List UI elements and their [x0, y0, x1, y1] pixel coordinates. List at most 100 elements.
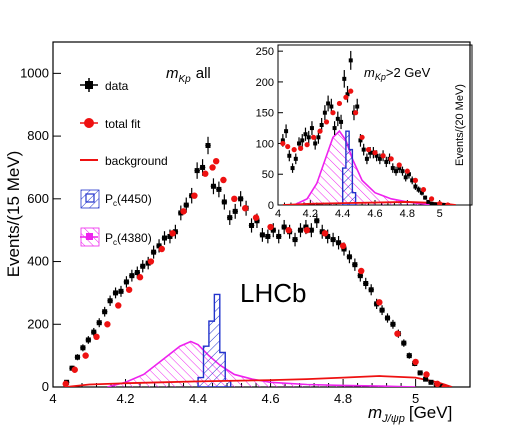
inset-data-point: [332, 121, 337, 135]
inset-data-marker: [416, 187, 421, 192]
main-data-marker: [162, 235, 168, 241]
main-fit-point: [423, 371, 430, 378]
legend-marker-fit: [84, 118, 94, 128]
inset-data-marker: [410, 178, 415, 183]
main-data-point: [379, 305, 385, 316]
inset-data-marker: [419, 190, 424, 195]
inset-fit-point: [380, 153, 386, 159]
inset-fit-point: [412, 177, 419, 183]
main-fit-point: [125, 286, 133, 293]
main-x-tick-label: 4: [49, 391, 56, 406]
legend-label-pc4450: Pc(4450): [105, 192, 152, 208]
main-y-tick-label: 1000: [20, 65, 49, 80]
inset-data-marker: [429, 201, 434, 205]
main-data-point: [363, 277, 369, 290]
inset-data-point: [306, 130, 311, 144]
inset-data-marker: [374, 153, 379, 158]
main-x-tick-label: 4.6: [262, 391, 280, 406]
main-data-point: [74, 354, 81, 361]
inset-data-marker: [345, 92, 350, 97]
inset-data-point: [284, 124, 289, 138]
main-data-point: [210, 178, 217, 195]
main-data-marker: [85, 337, 91, 343]
inset-fit-point: [285, 143, 291, 150]
main-data-marker: [74, 354, 80, 360]
main-data-marker: [232, 208, 238, 214]
main-fit-point: [93, 333, 100, 341]
inset-pc4450-histogram: [341, 130, 357, 205]
main-data-marker: [210, 183, 216, 189]
inset-fit-point: [365, 147, 372, 153]
main-fit-point: [71, 366, 78, 373]
inset-data-point: [339, 114, 344, 130]
main-data-marker: [113, 290, 119, 296]
main-x-tick-label: 4.8: [334, 391, 352, 406]
main-y-tick-label: 800: [27, 128, 49, 143]
legend-marker-data: [85, 81, 93, 89]
main-data-marker: [216, 186, 222, 192]
inset-y-tick-label: 250: [256, 46, 274, 58]
inset-data-marker: [309, 126, 314, 131]
inset-fit-point: [437, 201, 443, 205]
main-annotation-sub: Kp: [179, 74, 192, 85]
main-fit-point: [376, 299, 383, 306]
main-data-marker: [129, 273, 135, 279]
inset-data-point: [290, 163, 295, 173]
main-data-point: [91, 327, 97, 337]
main-data-marker: [303, 224, 309, 230]
inset-fit-point: [348, 88, 354, 94]
main-data-point: [107, 295, 113, 306]
main-data-marker: [276, 233, 282, 239]
inset-data-marker: [335, 116, 340, 121]
main-data-marker: [107, 298, 113, 304]
main-annotation-suffix: all: [196, 65, 211, 82]
main-data-point: [368, 284, 374, 296]
inset-data-marker: [297, 141, 302, 146]
main-data-point: [129, 269, 135, 282]
main-fit-point: [394, 330, 401, 337]
main-data-marker: [325, 233, 331, 239]
main-data-marker: [401, 340, 407, 346]
main-y-tick-label: 400: [27, 254, 49, 269]
main-x-tick-label: 5: [412, 391, 419, 406]
main-data-point: [85, 336, 92, 344]
inset-x-tick-label: 4.2: [303, 208, 318, 220]
legend-label-pc4380-sub: c: [113, 238, 117, 247]
inset-data-point: [426, 199, 431, 204]
main-fit-point: [202, 170, 209, 177]
main-data-marker: [368, 287, 374, 293]
main-data-marker: [270, 227, 276, 233]
inset-data-marker: [290, 166, 295, 171]
main-data-marker: [80, 345, 86, 351]
inset-y-tick-label: 150: [256, 108, 274, 120]
inset-data-point: [413, 183, 418, 190]
inset-x-tick-label: 4.6: [367, 208, 382, 220]
main-data-point: [80, 344, 86, 352]
main-data-marker: [379, 307, 385, 313]
main-data-point: [428, 379, 434, 385]
main-data-marker: [91, 329, 97, 335]
inset-fit-point: [291, 147, 297, 153]
inset-data-point: [361, 143, 366, 156]
main-pc4450-histogram: [197, 293, 232, 387]
inset-y-tick-label: 200: [256, 77, 274, 89]
main-data-point: [384, 313, 391, 323]
main-fit-point: [252, 214, 260, 221]
main-fit-point: [147, 258, 155, 265]
legend-label-data: data: [105, 79, 129, 93]
main-data-marker: [96, 320, 102, 326]
inset-data-marker: [361, 147, 366, 152]
main-data-marker: [281, 224, 287, 230]
main-data-point: [194, 162, 200, 179]
inset-data-marker: [284, 129, 289, 134]
main-fit-point: [220, 176, 227, 184]
main-y-tick-label: 0: [42, 379, 49, 394]
inset-fit-point: [336, 100, 343, 107]
inset-fit-point: [388, 156, 394, 162]
main-data-marker: [254, 218, 260, 224]
x-axis-label-main: m: [368, 403, 382, 422]
main-data-point: [216, 181, 222, 198]
legend-label-background: background: [105, 154, 168, 168]
inset-background: [272, 43, 469, 212]
main-data-marker: [227, 215, 233, 221]
